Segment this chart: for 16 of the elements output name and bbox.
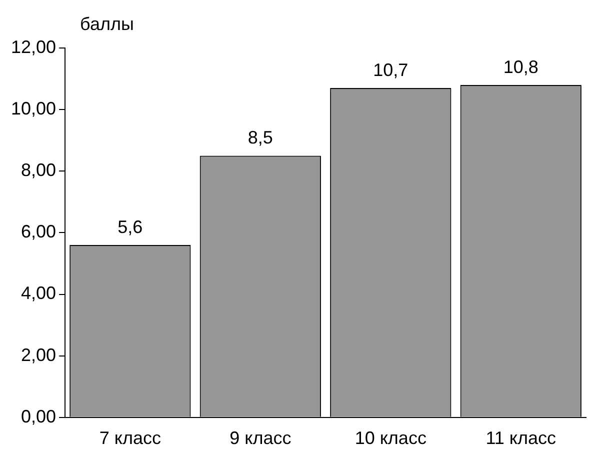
y-tick-label: 10,00 — [10, 98, 56, 119]
y-tick-label: 8,00 — [20, 160, 56, 180]
data-label: 10,8 — [503, 56, 538, 77]
data-label: 10,7 — [373, 60, 408, 80]
x-tick-label: 11 класс — [486, 428, 556, 448]
data-label: 5,6 — [118, 216, 143, 237]
y-axis-title: баллы — [80, 14, 134, 34]
y-tick-label: 2,00 — [20, 344, 56, 365]
y-tick-label: 0,00 — [20, 406, 56, 426]
x-tick-label: 10 класс — [354, 428, 426, 448]
x-tick-label: 9 класс — [230, 428, 292, 448]
data-label: 8,5 — [248, 128, 273, 148]
y-tick-label: 6,00 — [20, 222, 56, 242]
x-tick-label: 7 класс — [99, 428, 161, 448]
y-tick-label: 12,00 — [10, 36, 56, 57]
y-tick-label: 4,00 — [20, 283, 56, 304]
